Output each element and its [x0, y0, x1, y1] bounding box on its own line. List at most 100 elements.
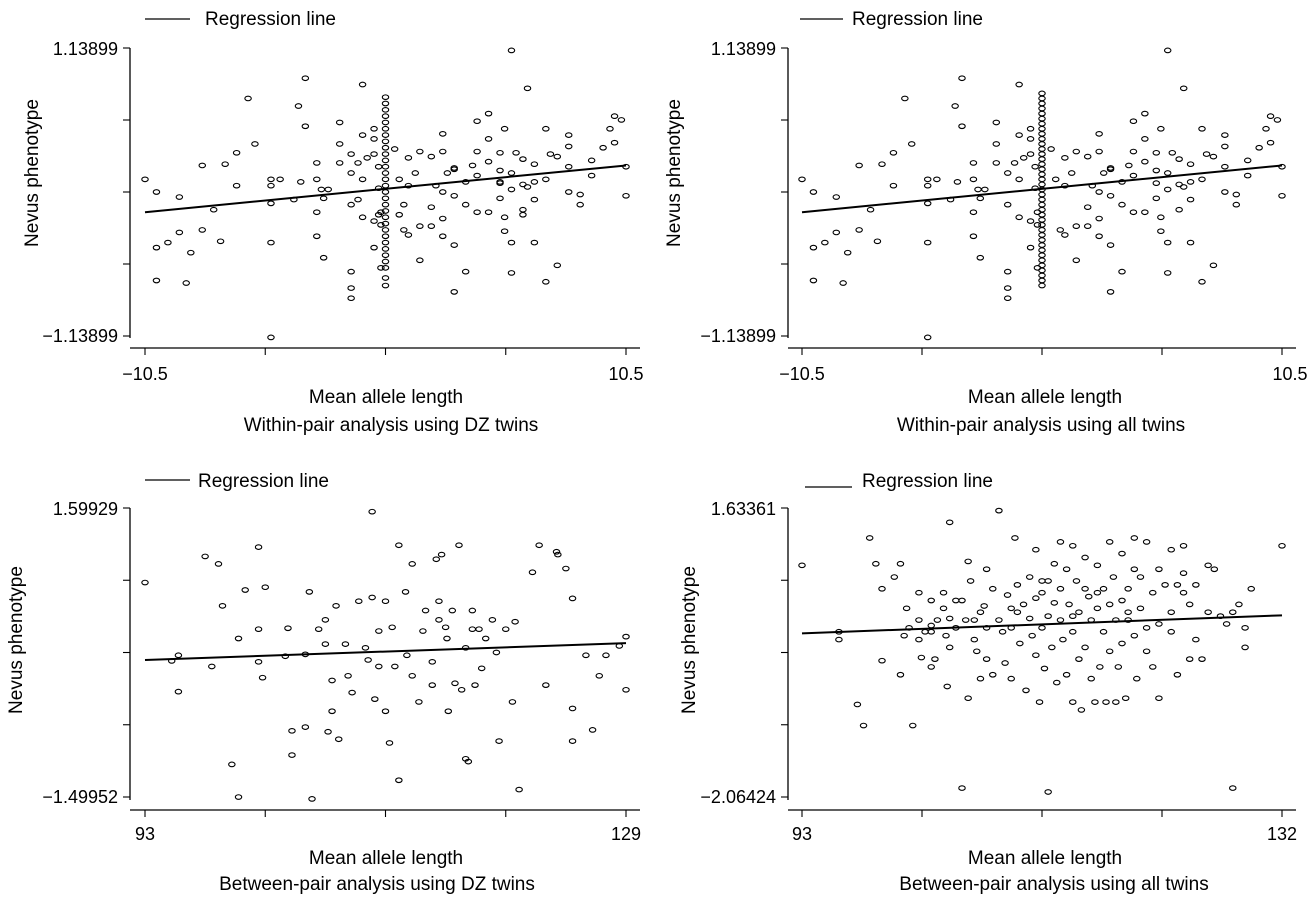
data-point [427, 204, 436, 211]
data-point [1141, 136, 1149, 142]
data-point [448, 607, 457, 614]
data-point [1179, 542, 1188, 549]
data-point [564, 132, 573, 138]
data-point [1062, 671, 1071, 678]
data-point [335, 119, 344, 126]
data-point [258, 674, 267, 681]
data-point [241, 587, 249, 593]
data-point [1059, 636, 1067, 643]
data-point [1038, 625, 1046, 631]
data-point [1083, 153, 1092, 160]
regression-line [801, 614, 1283, 635]
data-point [363, 155, 371, 161]
data-point [588, 727, 597, 733]
data-point [1038, 257, 1046, 264]
data-point [945, 644, 954, 651]
data-point [615, 643, 624, 649]
data-point [443, 635, 451, 642]
data-point [1038, 227, 1046, 233]
data-point [1124, 617, 1132, 623]
data-point [1235, 601, 1243, 608]
data-point [391, 663, 399, 670]
data-point [1038, 267, 1046, 274]
data-point [267, 239, 275, 246]
data-point [1038, 166, 1046, 173]
data-point [496, 149, 504, 156]
data-point [992, 141, 1001, 147]
data-point [923, 239, 932, 246]
data-point [435, 598, 443, 605]
data-point [1129, 209, 1138, 216]
data-point [484, 136, 493, 142]
data-point [1099, 628, 1108, 635]
x-tick-label-left: −10.5 [122, 364, 168, 384]
data-point [1038, 206, 1046, 213]
data-point [1095, 215, 1103, 222]
data-point [1152, 195, 1161, 202]
data-point [1210, 566, 1219, 573]
data-point [415, 699, 423, 705]
data-point [931, 656, 939, 662]
data-point [835, 628, 843, 635]
data-point [970, 636, 979, 643]
data-point [927, 597, 935, 604]
data-point [1038, 252, 1046, 259]
data-point [889, 149, 898, 156]
data-point [313, 233, 321, 240]
data-point [1129, 118, 1138, 125]
data-point [1121, 695, 1130, 702]
x-tick-label-left: −10.5 [779, 364, 825, 384]
data-point [1010, 160, 1019, 166]
data-point [1062, 566, 1071, 573]
data-point [1142, 648, 1151, 655]
data-point [443, 170, 452, 176]
data-point [439, 189, 447, 195]
x-tick-label-right: 10.5 [1272, 364, 1307, 384]
data-point [508, 699, 517, 705]
data-point [468, 626, 477, 633]
data-point [1038, 222, 1046, 228]
data-point [587, 172, 596, 179]
data-point [347, 295, 355, 302]
data-point [902, 605, 911, 612]
data-point [1102, 699, 1110, 705]
data-point [530, 161, 539, 168]
data-point [1025, 574, 1034, 580]
data-point [1157, 214, 1165, 221]
data-point [992, 119, 1001, 126]
data-point [1015, 132, 1023, 138]
data-point [1026, 151, 1035, 157]
data-point [381, 201, 390, 208]
data-point [982, 656, 991, 662]
data-point [958, 75, 966, 82]
data-point [507, 239, 516, 246]
data-point [951, 103, 959, 109]
data-point [1067, 170, 1076, 176]
data-point [1118, 597, 1126, 604]
data-point [901, 95, 909, 102]
data-point [370, 151, 378, 157]
data-point [254, 658, 263, 665]
data-point [421, 607, 430, 614]
data-point [1141, 110, 1149, 117]
data-point [542, 682, 550, 688]
data-point [404, 232, 413, 238]
panel-caption: Between-pair analysis using all twins [899, 874, 1208, 895]
data-point [1056, 585, 1065, 592]
x-tick-label-right: 10.5 [608, 364, 643, 384]
data-point [921, 628, 929, 635]
data-point [1038, 125, 1046, 132]
data-point [1112, 617, 1120, 623]
data-point [385, 740, 394, 746]
data-point [164, 239, 172, 246]
data-point [958, 785, 966, 791]
data-point [553, 262, 562, 269]
data-point [496, 167, 504, 174]
data-point [853, 701, 862, 708]
data-point [821, 239, 829, 246]
data-point [622, 163, 630, 170]
data-point [374, 211, 383, 218]
data-point [890, 574, 899, 580]
data-point [267, 182, 275, 189]
